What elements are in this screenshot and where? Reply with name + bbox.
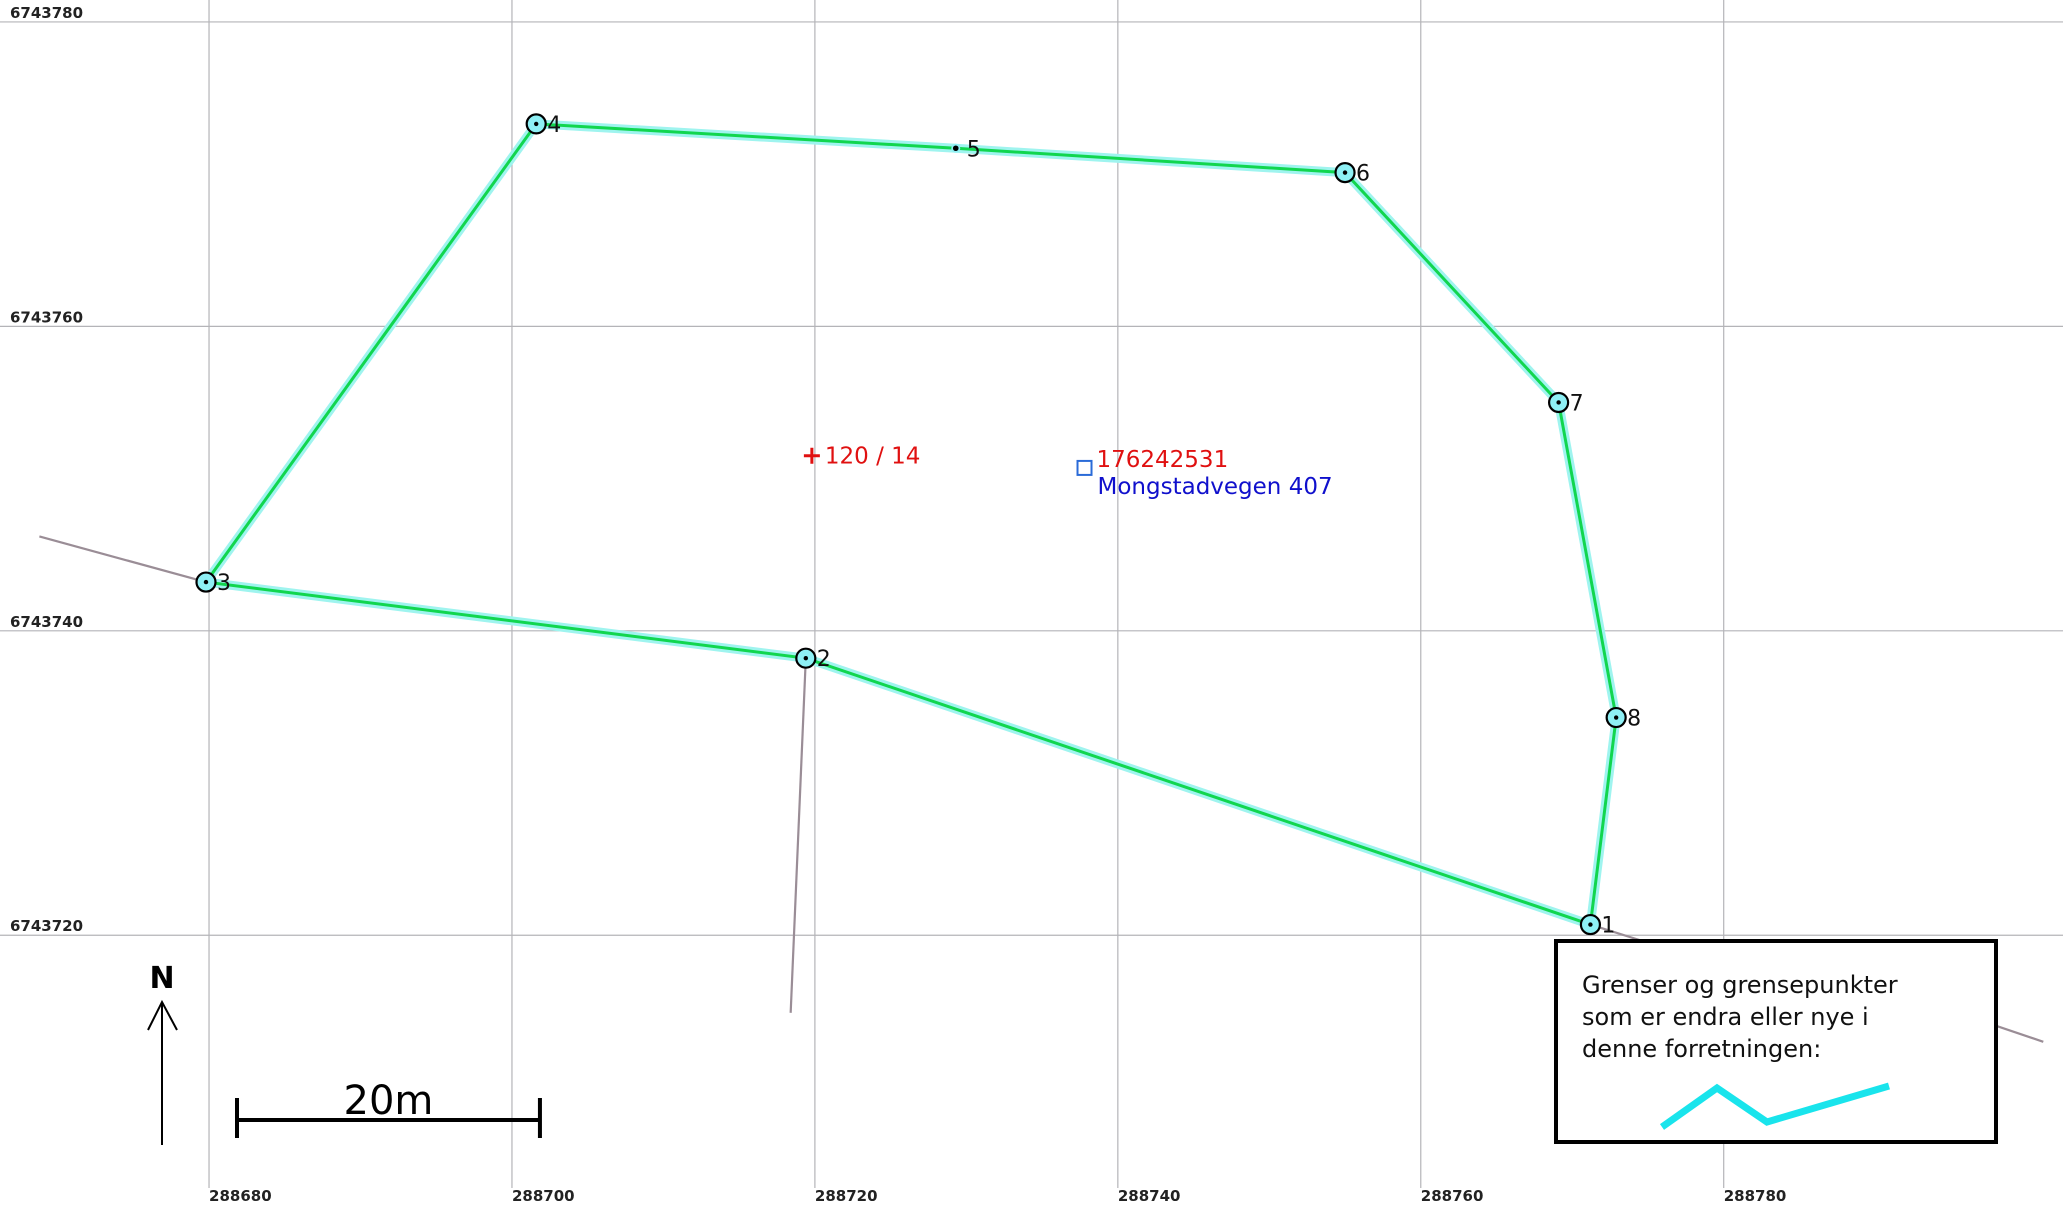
boundary-point[interactable]: 4 bbox=[525, 113, 562, 138]
boundary-point-center-icon bbox=[803, 655, 809, 661]
y-coordinate-label: 6743760 bbox=[10, 308, 83, 326]
north-arrow-icon bbox=[147, 999, 178, 1145]
boundary-point-center-icon bbox=[1613, 715, 1619, 720]
legend-box: Grenser og grensepunkter som er endra el… bbox=[1554, 939, 1998, 1144]
parcel-cross-icon bbox=[803, 447, 820, 464]
legend-boundary-symbol-icon bbox=[1659, 1082, 1890, 1130]
boundary-point-label: 8 bbox=[1627, 707, 1641, 732]
legend-line-3: denne forretningen: bbox=[1582, 1035, 1821, 1063]
x-coordinate-label: 288760 bbox=[1421, 1187, 1484, 1205]
adjacent-boundary-line bbox=[39, 535, 207, 584]
boundary-point-center-icon bbox=[1556, 400, 1561, 405]
building-square-icon[interactable] bbox=[1076, 459, 1093, 476]
boundary-points: 1 2 3 4 5 6 7 8 bbox=[195, 113, 1642, 939]
legend-line-1: Grenser og grensepunkter bbox=[1582, 971, 1898, 999]
boundary-point-label: 6 bbox=[1356, 162, 1370, 187]
boundary-point[interactable]: 2 bbox=[795, 647, 831, 672]
x-coordinate-label: 288720 bbox=[815, 1187, 878, 1205]
scale-bar-label: 20m bbox=[344, 1078, 434, 1124]
x-coordinate-label: 288740 bbox=[1118, 1187, 1181, 1205]
boundary-point-center-icon bbox=[203, 579, 209, 585]
y-coordinate-label: 6743780 bbox=[10, 4, 83, 22]
boundary-point-label: 3 bbox=[217, 571, 231, 596]
legend-line-2: som er endra eller nye i bbox=[1582, 1003, 1869, 1031]
scale-bar-line bbox=[235, 1098, 542, 1138]
boundary-point-center-icon bbox=[1588, 922, 1593, 927]
boundary-point[interactable]: 7 bbox=[1548, 391, 1584, 416]
boundary-point-label: 4 bbox=[547, 113, 561, 138]
y-coordinate-label: 6743720 bbox=[10, 917, 83, 935]
x-coordinate-label: 288780 bbox=[1724, 1187, 1787, 1205]
y-coordinate-label: 6743740 bbox=[10, 613, 83, 631]
legend-frame bbox=[1554, 939, 1998, 1144]
boundary-point[interactable]: 1 bbox=[1579, 914, 1616, 939]
parcel-marker: 120 / 14 bbox=[803, 444, 921, 470]
boundary-point[interactable]: 6 bbox=[1334, 162, 1371, 187]
boundary-point[interactable]: 8 bbox=[1605, 707, 1642, 732]
boundary-point-label: 1 bbox=[1601, 914, 1615, 939]
boundary-point-label: 7 bbox=[1570, 391, 1584, 416]
x-coordinate-label: 288700 bbox=[512, 1187, 575, 1205]
x-coordinate-label: 288680 bbox=[209, 1187, 272, 1205]
building-marker: 176242531 Mongstadvegen 407 bbox=[1076, 447, 1333, 500]
adjacent-boundary-line bbox=[789, 658, 807, 1013]
building-id-label: 176242531 bbox=[1097, 447, 1229, 473]
boundary-point-center-icon bbox=[533, 121, 539, 127]
parcel-number-label: 120 / 14 bbox=[825, 444, 921, 470]
boundary-point-dot-icon bbox=[952, 145, 959, 152]
scale-bar: 20m bbox=[235, 1078, 542, 1138]
boundary-point-label: 5 bbox=[967, 137, 981, 162]
north-letter: N bbox=[149, 961, 174, 996]
boundary-point-label: 2 bbox=[817, 647, 831, 672]
north-arrow: N bbox=[147, 961, 178, 1145]
boundary-point[interactable]: 3 bbox=[195, 571, 231, 596]
boundary-point-center-icon bbox=[1342, 170, 1348, 175]
boundary-point[interactable]: 5 bbox=[951, 137, 981, 162]
address-label: Mongstadvegen 407 bbox=[1098, 474, 1333, 500]
